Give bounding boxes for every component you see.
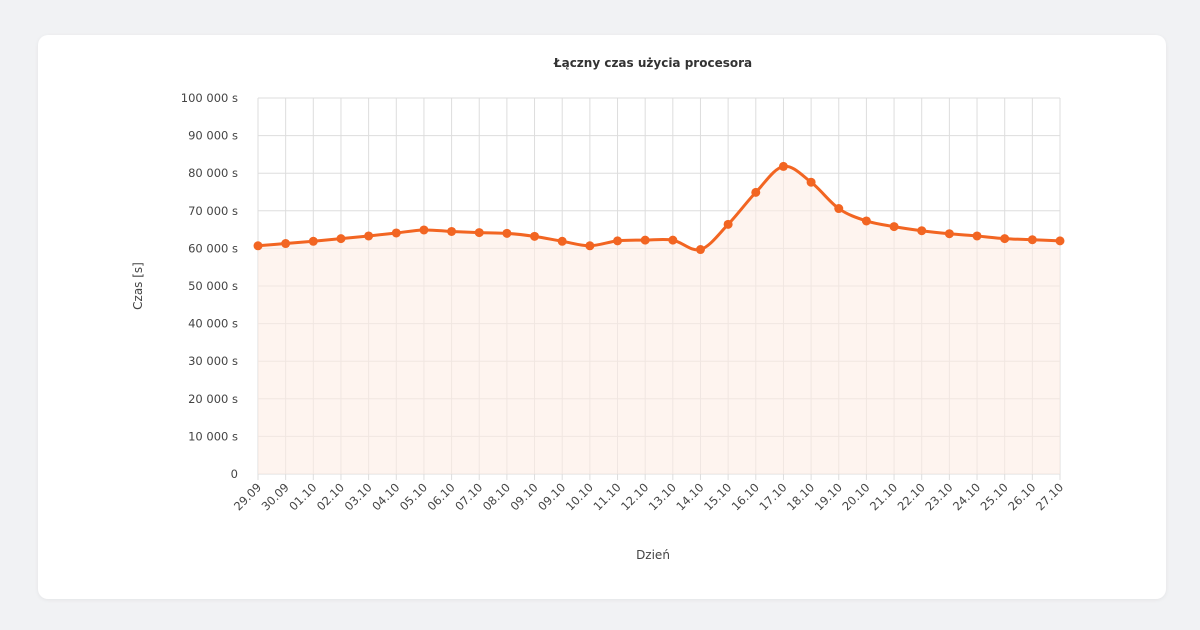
data-point <box>778 161 788 171</box>
y-tick-label: 80 000 s <box>188 166 238 180</box>
x-tick-label: 02.10 <box>314 480 347 513</box>
data-point <box>668 235 678 245</box>
y-tick-label: 100 000 s <box>181 91 238 105</box>
data-point <box>253 241 263 251</box>
data-point <box>834 204 844 214</box>
x-tick-label: 23.10 <box>922 480 955 513</box>
x-tick-label: 13.10 <box>646 480 679 513</box>
data-point <box>557 236 567 246</box>
y-tick-label: 90 000 s <box>188 129 238 143</box>
x-tick-label: 19.10 <box>812 480 845 513</box>
x-tick-label: 08.10 <box>480 480 513 513</box>
data-point <box>972 231 982 241</box>
x-tick-label: 07.10 <box>452 480 485 513</box>
x-tick-label: 22.10 <box>895 480 928 513</box>
y-tick-label: 10 000 s <box>188 429 238 443</box>
x-tick-label: 30.09 <box>259 480 292 513</box>
series-area-fill <box>258 166 1060 474</box>
data-point <box>723 219 733 229</box>
chart-card: 0 10 000 s 20 000 s 30 000 s 40 000 s 50 000 … <box>38 35 1166 599</box>
x-tick-label: 20.10 <box>839 480 872 513</box>
x-tick-label: 27.10 <box>1033 480 1066 513</box>
x-tick-label: 01.10 <box>286 480 319 513</box>
x-tick-label: 06.10 <box>425 480 458 513</box>
x-tick-label: 15.10 <box>701 480 734 513</box>
y-axis-label: Czas [s] <box>131 262 145 310</box>
data-point <box>281 239 291 249</box>
data-point <box>1027 235 1037 245</box>
y-tick-label: 20 000 s <box>188 392 238 406</box>
data-point <box>695 245 705 255</box>
x-tick-label: 17.10 <box>756 480 789 513</box>
data-point <box>1055 236 1065 246</box>
x-tick-label: 29.09 <box>231 480 264 513</box>
data-point <box>419 225 429 235</box>
chart-title: Łączny czas użycia procesora <box>553 56 752 70</box>
data-point <box>502 228 512 238</box>
data-point <box>861 216 871 226</box>
data-point <box>917 226 927 236</box>
x-tick-label: 10.10 <box>563 480 596 513</box>
x-tick-label: 04.10 <box>369 480 402 513</box>
x-tick-label: 16.10 <box>729 480 762 513</box>
x-axis-label: Dzień <box>636 548 670 562</box>
y-tick-label: 50 000 s <box>188 279 238 293</box>
y-tick-label: 0 <box>231 467 238 481</box>
y-tick-label: 30 000 s <box>188 354 238 368</box>
data-point <box>308 236 318 246</box>
x-tick-label: 05.10 <box>397 480 430 513</box>
data-point <box>1000 234 1010 244</box>
data-point <box>364 231 374 241</box>
x-tick-label: 26.10 <box>1005 480 1038 513</box>
data-point <box>944 229 954 239</box>
data-point <box>640 235 650 245</box>
data-point <box>530 231 540 241</box>
x-tick-label: 14.10 <box>673 480 706 513</box>
x-tick-label: 25.10 <box>978 480 1011 513</box>
chart-canvas: 0 10 000 s 20 000 s 30 000 s 40 000 s 50 000 … <box>131 56 1066 562</box>
data-point <box>585 241 595 251</box>
data-point <box>391 228 401 238</box>
x-tick-label: 09.10 <box>507 480 540 513</box>
y-tick-label: 40 000 s <box>188 317 238 331</box>
x-tick-label: 21.10 <box>867 480 900 513</box>
y-tick-label: 70 000 s <box>188 204 238 218</box>
x-tick-label: 11.10 <box>590 480 623 513</box>
y-tick-label: 60 000 s <box>188 241 238 255</box>
x-tick-label: 12.10 <box>618 480 651 513</box>
data-point <box>336 234 346 244</box>
x-tick-label: 18.10 <box>784 480 817 513</box>
data-point <box>889 222 899 232</box>
data-point <box>806 177 816 187</box>
x-tick-label: 03.10 <box>342 480 375 513</box>
x-tick-label: 24.10 <box>950 480 983 513</box>
data-point <box>751 187 761 197</box>
x-tick-label: 09.10 <box>535 480 568 513</box>
data-point <box>474 228 484 238</box>
data-point <box>447 226 457 236</box>
data-point <box>613 236 623 246</box>
